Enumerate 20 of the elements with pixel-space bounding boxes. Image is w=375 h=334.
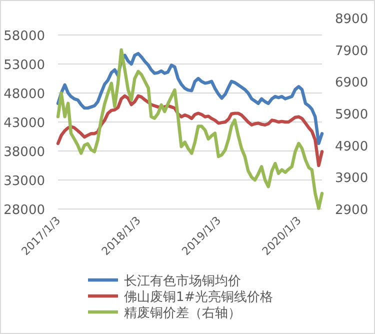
y-tick-label: 43000 <box>4 116 45 131</box>
y-tick-label: 48000 <box>4 87 45 102</box>
y2-tick-label: 7900 <box>335 44 368 59</box>
line-series <box>56 94 324 168</box>
legend-label: 佛山废铜1#光亮铜线价格 <box>124 289 274 305</box>
y-tick-label: 38000 <box>4 145 45 160</box>
y2-tick-label: 2900 <box>335 203 368 218</box>
y2-tick-label: 6900 <box>335 76 368 91</box>
legend-label: 长江有色市场铜均价 <box>124 274 241 289</box>
y-tick-label: 58000 <box>4 29 45 44</box>
y2-tick-label: 8900 <box>335 12 368 27</box>
y-tick-label: 33000 <box>4 174 45 189</box>
y2-tick-label: 5900 <box>335 108 368 122</box>
legend-label: 精废铜价差（右轴） <box>124 306 241 321</box>
y-tick-label: 28000 <box>4 203 45 218</box>
line-series <box>56 52 324 146</box>
y2-tick-label: 4900 <box>335 139 368 154</box>
line-series <box>56 48 324 210</box>
y2-tick-label: 3900 <box>335 171 368 186</box>
y-tick-label: 53000 <box>4 58 45 73</box>
